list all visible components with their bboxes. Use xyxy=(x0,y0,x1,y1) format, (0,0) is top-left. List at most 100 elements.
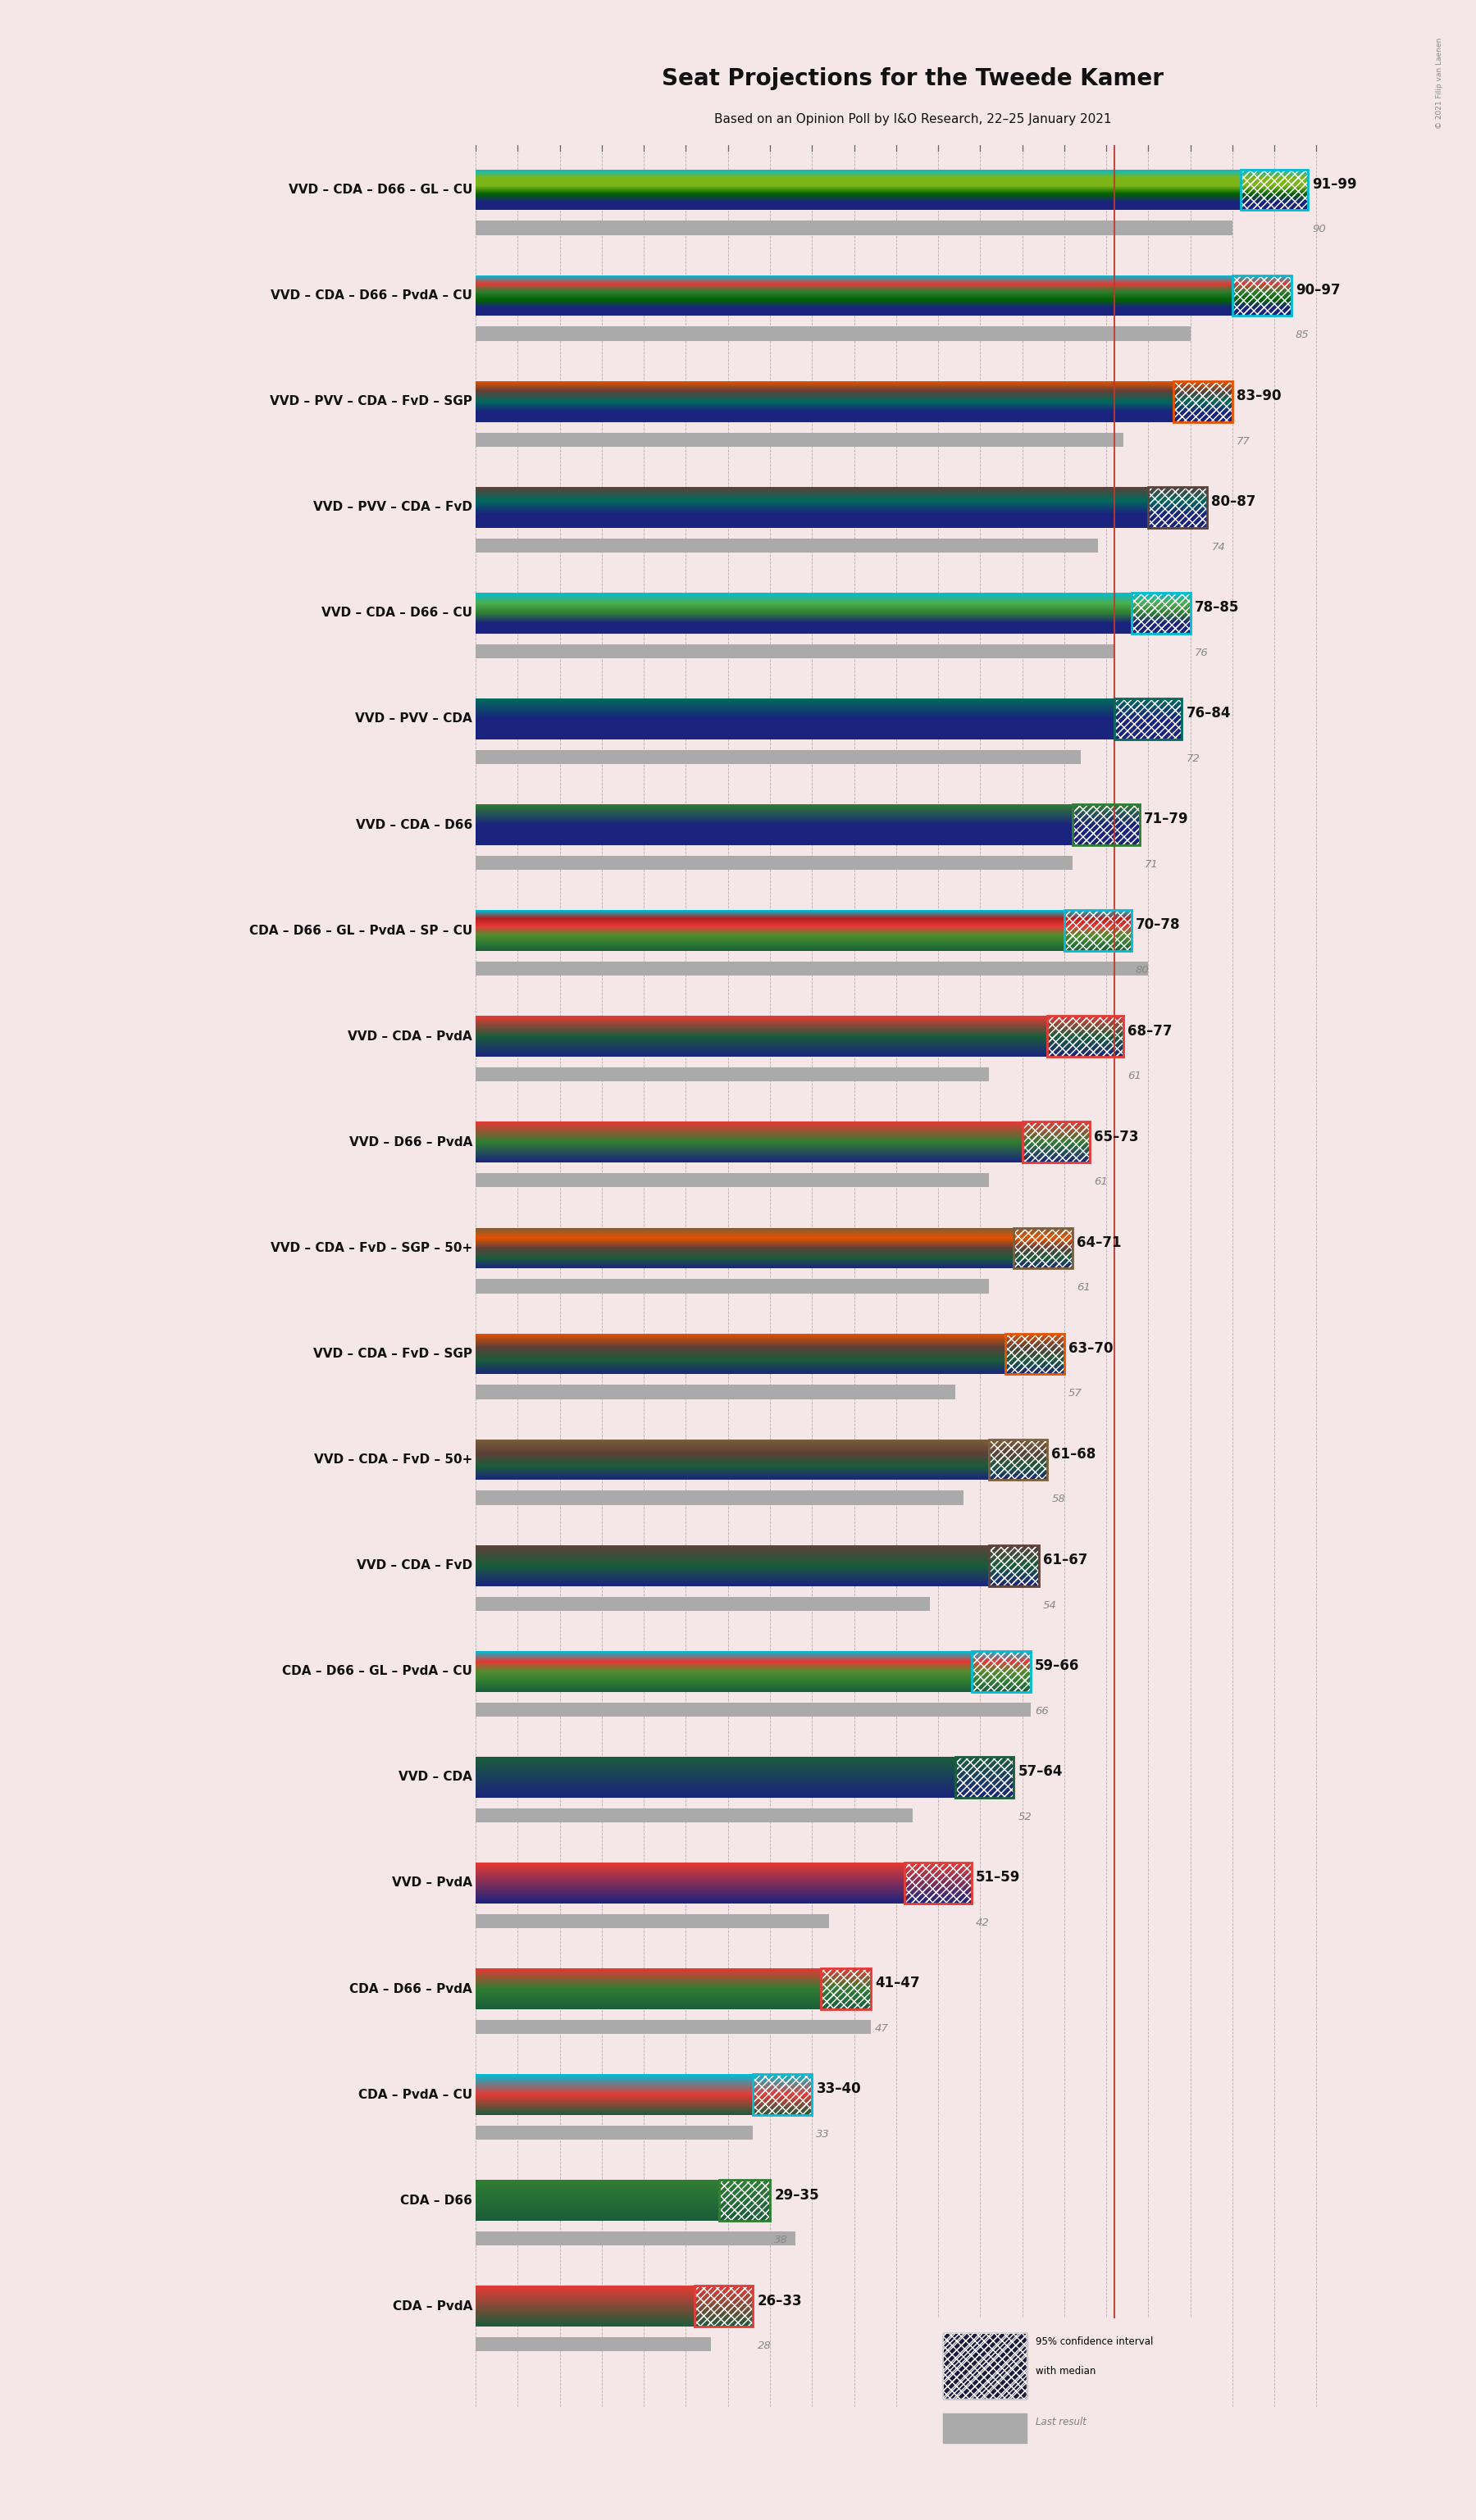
Text: 66: 66 xyxy=(1035,1706,1048,1716)
Text: VVD – PVV – CDA – FvD: VVD – PVV – CDA – FvD xyxy=(313,501,472,514)
Text: 71–79: 71–79 xyxy=(1144,811,1188,827)
Text: 57: 57 xyxy=(1069,1389,1082,1399)
Bar xyxy=(943,2334,1027,2399)
Bar xyxy=(475,433,1123,446)
Bar xyxy=(955,1756,1014,1797)
Bar xyxy=(989,1545,1039,1585)
Bar xyxy=(989,1439,1048,1479)
Text: VVD – CDA – D66 – PvdA – CU: VVD – CDA – D66 – PvdA – CU xyxy=(270,290,472,302)
Bar xyxy=(475,1068,989,1081)
Bar xyxy=(1073,804,1139,844)
Bar xyxy=(971,1651,1030,1691)
Bar xyxy=(475,1704,1030,1716)
Text: VVD – PvdA: VVD – PvdA xyxy=(393,1877,472,1890)
Bar xyxy=(1132,592,1190,633)
Text: 77: 77 xyxy=(1237,436,1250,446)
Bar xyxy=(971,1651,1030,1691)
Text: 57–64: 57–64 xyxy=(1018,1764,1063,1779)
Text: Last result: Last result xyxy=(1036,2417,1086,2427)
Bar xyxy=(1148,486,1207,527)
Text: 63–70: 63–70 xyxy=(1069,1341,1113,1356)
Text: 61: 61 xyxy=(1094,1177,1107,1187)
Bar xyxy=(905,1862,971,1903)
Bar xyxy=(943,2334,1027,2399)
Text: 76–84: 76–84 xyxy=(1187,706,1231,721)
Bar xyxy=(694,2286,753,2326)
Text: VVD – CDA – D66: VVD – CDA – D66 xyxy=(356,819,472,832)
Bar xyxy=(475,328,1190,340)
Text: 80–87: 80–87 xyxy=(1212,494,1256,509)
Text: 61–67: 61–67 xyxy=(1044,1552,1088,1567)
Text: 83–90: 83–90 xyxy=(1237,388,1281,403)
Text: VVD – PVV – CDA – FvD – SGP: VVD – PVV – CDA – FvD – SGP xyxy=(270,396,472,408)
Text: 91–99: 91–99 xyxy=(1312,176,1356,192)
Bar xyxy=(1014,1227,1073,1268)
Bar xyxy=(1148,486,1207,527)
Text: 61: 61 xyxy=(1077,1283,1091,1293)
Text: 33–40: 33–40 xyxy=(816,2082,861,2097)
Bar xyxy=(475,1280,989,1293)
Text: 61: 61 xyxy=(1128,1071,1141,1081)
Bar xyxy=(821,1968,871,2008)
Text: VVD – CDA – FvD – SGP – 50+: VVD – CDA – FvD – SGP – 50+ xyxy=(270,1242,472,1255)
Text: CDA – D66 – PvdA: CDA – D66 – PvdA xyxy=(350,1983,472,1996)
Text: 33: 33 xyxy=(816,2129,830,2139)
Bar xyxy=(989,1439,1048,1479)
Bar xyxy=(1014,1227,1073,1268)
Text: VVD – CDA – D66 – CU: VVD – CDA – D66 – CU xyxy=(322,607,472,620)
Bar xyxy=(1173,381,1232,421)
Text: with median: with median xyxy=(1036,2366,1095,2376)
Text: CDA – PvdA – CU: CDA – PvdA – CU xyxy=(359,2089,472,2102)
Bar xyxy=(955,1756,1014,1797)
Bar xyxy=(719,2180,770,2220)
Text: © 2021 Filip van Laenen: © 2021 Filip van Laenen xyxy=(1436,38,1444,129)
Bar xyxy=(971,1651,1030,1691)
Bar xyxy=(1232,275,1292,315)
Bar xyxy=(475,2233,796,2245)
Text: 70–78: 70–78 xyxy=(1135,917,1181,932)
Text: CDA – D66: CDA – D66 xyxy=(400,2195,472,2208)
Bar xyxy=(1132,592,1190,633)
Text: 74: 74 xyxy=(1212,542,1225,552)
Bar xyxy=(694,2286,753,2326)
Text: VVD – CDA – FvD – 50+: VVD – CDA – FvD – 50+ xyxy=(314,1454,472,1467)
Bar xyxy=(1048,1016,1123,1056)
Text: 90–97: 90–97 xyxy=(1296,282,1340,297)
Bar xyxy=(1114,698,1182,738)
Bar xyxy=(719,2180,770,2220)
Bar xyxy=(943,2414,1027,2442)
Bar xyxy=(475,2021,871,2034)
Text: 90: 90 xyxy=(1312,224,1325,234)
Bar xyxy=(1114,698,1182,738)
Bar xyxy=(475,645,1114,658)
Bar xyxy=(955,1756,1014,1797)
Bar xyxy=(1023,1121,1089,1162)
Text: VVD – CDA – D66 – GL – CU: VVD – CDA – D66 – GL – CU xyxy=(288,184,472,197)
Bar xyxy=(1048,1016,1123,1056)
Bar xyxy=(1241,169,1308,209)
Text: VVD – CDA – FvD – SGP: VVD – CDA – FvD – SGP xyxy=(313,1348,472,1361)
Bar xyxy=(753,2074,812,2114)
Bar xyxy=(1148,486,1207,527)
Bar xyxy=(905,1862,971,1903)
Text: 72: 72 xyxy=(1187,753,1200,764)
Bar xyxy=(475,857,1073,869)
Bar xyxy=(475,2339,711,2351)
Bar xyxy=(475,222,1232,234)
Text: VVD – CDA: VVD – CDA xyxy=(399,1772,472,1784)
Bar xyxy=(1064,910,1132,950)
Text: 38: 38 xyxy=(775,2235,788,2245)
Text: CDA – D66 – GL – PvdA – CU: CDA – D66 – GL – PvdA – CU xyxy=(282,1666,472,1678)
Bar xyxy=(753,2074,812,2114)
Bar xyxy=(1173,381,1232,421)
Bar xyxy=(1173,381,1232,421)
Bar xyxy=(1232,275,1292,315)
Text: 54: 54 xyxy=(1044,1600,1057,1610)
Bar xyxy=(1023,1121,1089,1162)
Bar xyxy=(1073,804,1139,844)
Text: VVD – CDA – PvdA: VVD – CDA – PvdA xyxy=(348,1031,472,1043)
Bar xyxy=(1064,910,1132,950)
Text: 41–47: 41–47 xyxy=(875,1976,920,1991)
Bar xyxy=(905,1862,971,1903)
Bar xyxy=(719,2180,770,2220)
